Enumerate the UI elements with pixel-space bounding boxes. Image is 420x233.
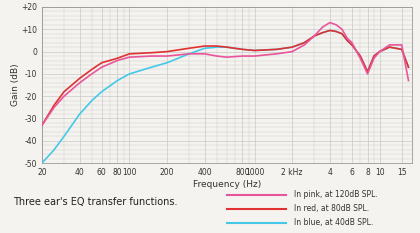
X-axis label: Frequency (Hz): Frequency (Hz) bbox=[193, 180, 261, 189]
Text: Three ear's EQ transfer functions.: Three ear's EQ transfer functions. bbox=[13, 197, 177, 207]
Y-axis label: Gain (dB): Gain (dB) bbox=[11, 64, 20, 106]
Text: In blue, at 40dB SPL.: In blue, at 40dB SPL. bbox=[294, 218, 373, 227]
Text: In pink, at 120dB SPL.: In pink, at 120dB SPL. bbox=[294, 190, 378, 199]
Text: In red, at 80dB SPL.: In red, at 80dB SPL. bbox=[294, 204, 369, 213]
